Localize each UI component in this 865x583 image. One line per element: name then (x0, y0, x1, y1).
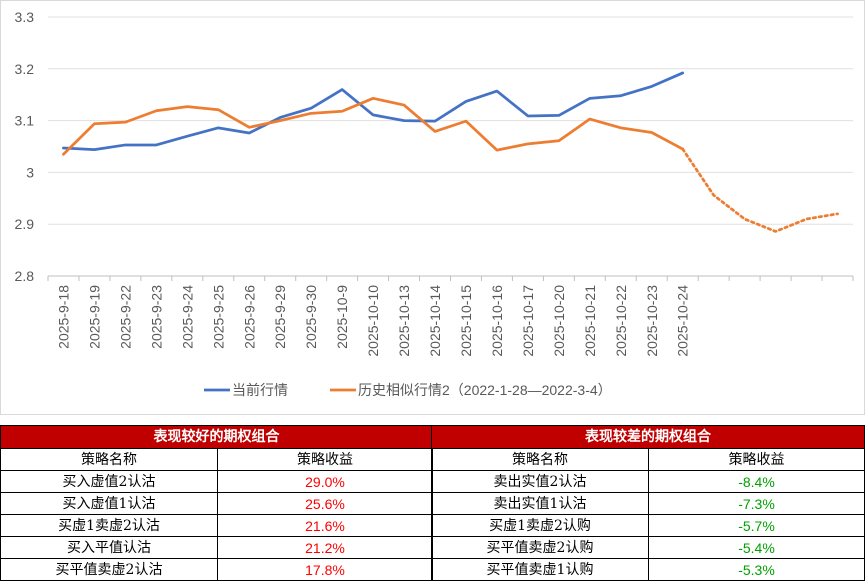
strategy-return: 17.8% (217, 558, 433, 581)
x-tick-label: 2025-10-9 (334, 285, 350, 349)
table-row: 卖出实值1认沽 -7.3% (431, 492, 865, 515)
strategy-name: 卖出实值1认沽 (431, 492, 649, 515)
strategy-return: -5.4% (648, 536, 865, 559)
strategy-return: -7.3% (648, 492, 865, 515)
y-tick-label: 3.2 (15, 61, 35, 77)
bad-table-title: 表现较差的期权组合 (431, 425, 865, 449)
strategy-name: 买平值卖虚1认购 (431, 558, 649, 581)
strategy-name: 买入虚值1认沽 (0, 492, 218, 515)
x-tick-label: 2025-9-24 (179, 285, 195, 349)
strategy-return: -8.4% (648, 470, 865, 493)
x-tick-label: 2025-10-16 (489, 285, 505, 357)
x-tick-label: 2025-10-20 (551, 285, 567, 357)
table-row: 买入虚值2认沽 29.0% (0, 470, 433, 493)
line-chart: 2.8 2.9 3 3.1 3.2 3.3 2025-9-18 2025-9-19 2025-9… (15, 9, 854, 398)
strategy-return: 25.6% (217, 492, 433, 515)
chart-area: 2.8 2.9 3 3.1 3.2 3.3 2025-9-18 2025-9-19 2025-9… (0, 0, 865, 415)
table-row: 买平值卖虚2认沽 17.8% (0, 558, 433, 581)
table-row: 买虚1卖虚2认购 -5.7% (431, 514, 865, 537)
strategy-return: 21.6% (217, 514, 433, 537)
x-tick-label: 2025-10-23 (644, 285, 660, 357)
legend-label: 当前行情 (232, 382, 288, 398)
strategy-name: 买入平值认沽 (0, 536, 218, 559)
strategy-name: 买虚1卖虚2认沽 (0, 514, 218, 537)
x-tick-label: 2025-10-21 (582, 285, 598, 357)
y-tick-label: 3.1 (15, 113, 35, 129)
table-row: 买入平值认沽 21.2% (0, 536, 433, 559)
series-line (62, 96, 685, 156)
y-tick-label: 2.9 (15, 216, 35, 232)
strategy-name: 买入虚值2认沽 (0, 470, 218, 493)
x-tick-label: 2025-9-26 (241, 285, 257, 349)
bad-header-name: 策略名称 (431, 448, 649, 471)
x-tick-label: 2025-10-13 (396, 285, 412, 357)
x-tick-label: 2025-9-22 (117, 285, 133, 349)
table-row: 买虚1卖虚2认沽 21.6% (0, 514, 433, 537)
bad-header-return: 策略收益 (648, 448, 865, 471)
strategy-return: -5.3% (648, 558, 865, 581)
y-tick-label: 3.3 (15, 9, 35, 25)
x-tick-label: 2025-9-30 (303, 285, 319, 349)
series-line (62, 71, 685, 151)
x-tick-label: 2025-10-22 (613, 285, 629, 357)
x-tick-label: 2025-10-10 (365, 285, 381, 357)
strategy-return: 29.0% (217, 470, 433, 493)
x-tick-label: 2025-9-25 (210, 285, 226, 349)
strategy-tables: 表现较好的期权组合 策略名称 策略收益 买入虚值2认沽 29.0% 买入虚值1认沽… (0, 425, 865, 583)
series-forecast-line (681, 147, 839, 233)
bad-strategies-table: 表现较差的期权组合 策略名称 策略收益 卖出实值2认沽 -8.4% 卖出实值1认沽… (431, 425, 865, 581)
x-tick-label: 2025-10-14 (427, 285, 443, 357)
good-header-name: 策略名称 (0, 448, 218, 471)
strategy-name: 买虚1卖虚2认购 (431, 514, 649, 537)
strategy-name: 卖出实值2认沽 (431, 470, 649, 493)
x-tick-label: 2025-10-15 (458, 285, 474, 357)
table-row: 买平值卖虚2认购 -5.4% (431, 536, 865, 559)
table-row: 买入虚值1认沽 25.6% (0, 492, 433, 515)
x-tick-label: 2025-9-19 (86, 285, 102, 349)
x-tick-label: 2025-10-24 (675, 285, 691, 357)
good-header-return: 策略收益 (217, 448, 433, 471)
strategy-return: 21.2% (217, 536, 433, 559)
strategy-name: 买平值卖虚2认购 (431, 536, 649, 559)
x-tick-label: 2025-9-29 (272, 285, 288, 349)
y-tick-label: 3 (26, 164, 34, 180)
y-tick-label: 2.8 (15, 268, 35, 284)
strategy-name: 买平值卖虚2认沽 (0, 558, 218, 581)
good-strategies-table: 表现较好的期权组合 策略名称 策略收益 买入虚值2认沽 29.0% 买入虚值1认沽… (0, 425, 433, 581)
legend-label: 历史相似行情2（2022-1-28—2022-3-4） (358, 382, 612, 398)
table-row: 买平值卖虚1认购 -5.3% (431, 558, 865, 581)
x-tick-label: 2025-9-18 (55, 285, 71, 349)
table-row: 卖出实值2认沽 -8.4% (431, 470, 865, 493)
x-tick-label: 2025-10-17 (520, 285, 536, 357)
good-table-title: 表现较好的期权组合 (0, 425, 433, 449)
x-tick-label: 2025-9-23 (148, 285, 164, 349)
strategy-return: -5.7% (648, 514, 865, 537)
